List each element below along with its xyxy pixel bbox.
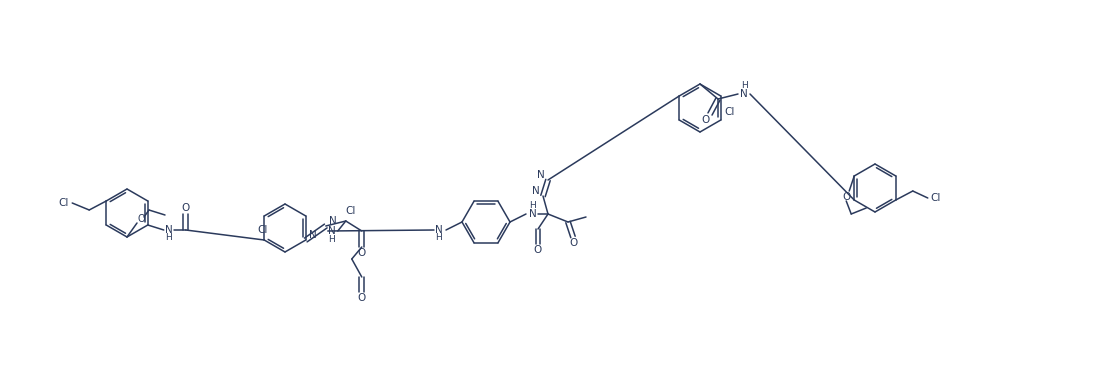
Text: O: O: [137, 214, 145, 224]
Text: N: N: [309, 230, 317, 240]
Text: N: N: [436, 225, 443, 235]
Text: H: H: [530, 202, 536, 211]
Text: Cl: Cl: [930, 193, 941, 203]
Text: Cl: Cl: [257, 225, 268, 235]
Text: O: O: [842, 192, 850, 202]
Text: O: O: [358, 248, 366, 258]
Text: O: O: [702, 115, 710, 125]
Text: N: N: [328, 226, 336, 236]
Text: O: O: [182, 203, 190, 213]
Text: N: N: [532, 186, 540, 196]
Text: Cl: Cl: [346, 206, 355, 216]
Text: Cl: Cl: [725, 107, 735, 117]
Text: H: H: [328, 235, 336, 244]
Text: N: N: [329, 216, 337, 226]
Text: O: O: [358, 293, 366, 303]
Text: N: N: [740, 89, 748, 99]
Text: H: H: [166, 233, 172, 243]
Text: Cl: Cl: [58, 198, 68, 208]
Text: O: O: [534, 245, 542, 255]
Text: H: H: [436, 233, 442, 243]
Text: N: N: [529, 209, 536, 219]
Text: O: O: [569, 238, 577, 248]
Text: N: N: [538, 170, 545, 180]
Text: H: H: [740, 82, 747, 91]
Text: N: N: [165, 225, 172, 235]
